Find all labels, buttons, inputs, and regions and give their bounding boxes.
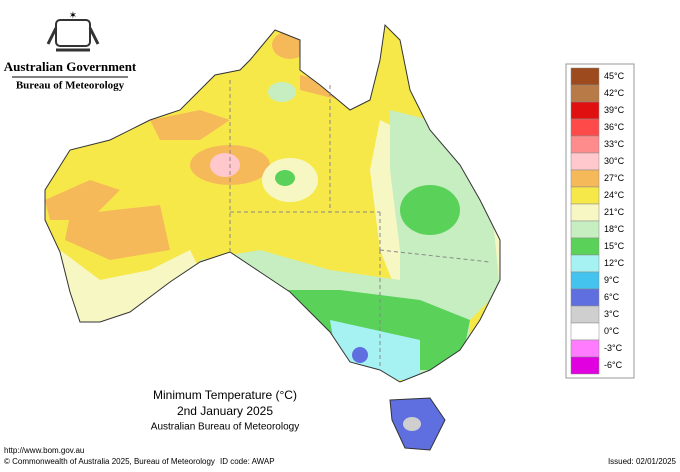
legend-swatch	[570, 186, 600, 205]
legend-swatch	[570, 271, 600, 290]
footer-copyright: © Commonwealth of Australia 2025, Bureau…	[4, 457, 215, 466]
legend-label: 3°C	[604, 309, 620, 319]
map-source: Australian Bureau of Meteorology	[151, 422, 299, 433]
legend-label: 27°C	[604, 173, 625, 183]
legend-swatch	[570, 254, 600, 273]
legend-swatch	[570, 84, 600, 103]
legend-swatch	[570, 305, 600, 324]
map-date: 2nd January 2025	[177, 404, 273, 418]
footer-issued: Issued: 02/01/2025	[608, 457, 677, 466]
legend-swatch	[570, 339, 600, 358]
legend-swatch	[570, 169, 600, 188]
legend-swatch	[570, 101, 600, 120]
legend-label: 12°C	[604, 258, 625, 268]
legend-swatch	[570, 152, 600, 171]
legend-swatch	[570, 237, 600, 256]
legend-swatch	[570, 220, 600, 239]
state-borders	[229, 80, 491, 370]
legend-label: 36°C	[604, 122, 625, 132]
legend-swatch	[570, 67, 600, 86]
legend-label: 18°C	[604, 224, 625, 234]
legend-swatch	[570, 203, 600, 222]
legend-label: 9°C	[604, 275, 620, 285]
legend-label: 39°C	[604, 105, 625, 115]
legend-label: 45°C	[604, 71, 625, 81]
legend-label: 0°C	[604, 326, 620, 336]
legend-swatch	[570, 118, 600, 137]
legend-label: 33°C	[604, 139, 625, 149]
legend-label: -3°C	[604, 343, 623, 353]
government-name: Australian Government	[4, 59, 137, 74]
legend-label: 30°C	[604, 156, 625, 166]
footer-url: http://www.bom.gov.au	[4, 446, 84, 455]
legend-label: -6°C	[604, 360, 623, 370]
legend: 45°C 42°C 39°C 36°C 33°C 30°C 27°C 24°C 21°C 18°C…	[565, 63, 635, 379]
crest: ✶	[46, 11, 100, 52]
footer-id-code: ID code: AWAP	[220, 457, 275, 466]
legend-swatch	[570, 322, 600, 341]
legend-label: 6°C	[604, 292, 620, 302]
legend-swatch	[570, 356, 600, 375]
map-title: Minimum Temperature (°C)	[153, 388, 297, 402]
legend-swatch	[570, 288, 600, 307]
legend-label: 42°C	[604, 88, 625, 98]
legend-label: 21°C	[604, 207, 625, 217]
bureau-name: Bureau of Meteorology	[16, 80, 125, 92]
legend-label: 24°C	[604, 190, 625, 200]
legend-swatch	[570, 135, 600, 154]
legend-label: 15°C	[604, 241, 625, 251]
svg-text:✶: ✶	[69, 11, 77, 22]
